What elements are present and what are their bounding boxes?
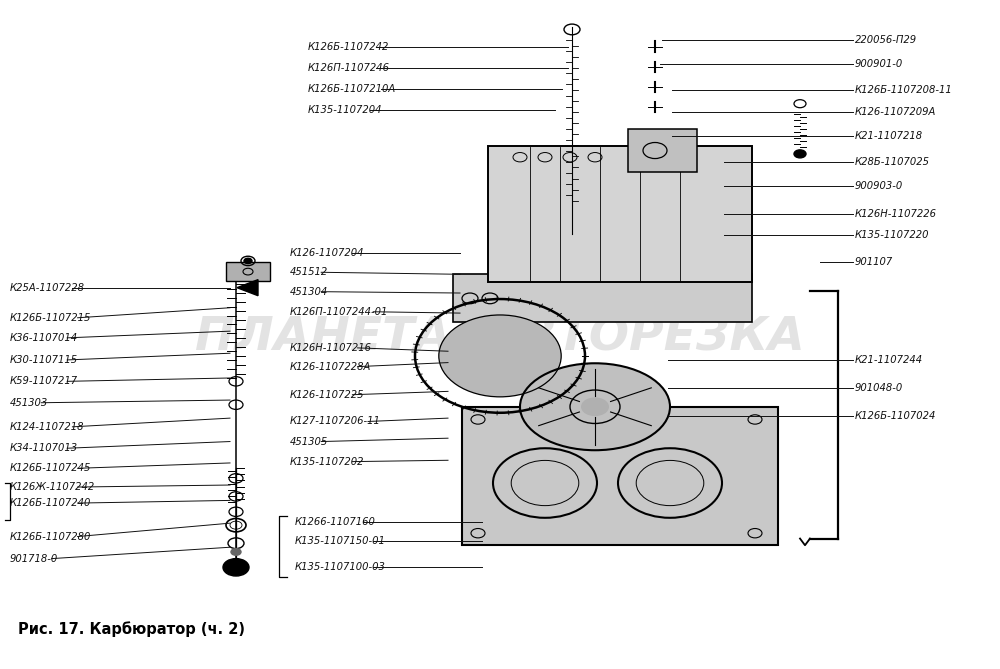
Text: К126Б-1107245: К126Б-1107245 — [10, 464, 91, 473]
Text: К126Б-1107280: К126Б-1107280 — [10, 532, 91, 541]
Text: К126Н-1107226: К126Н-1107226 — [855, 209, 937, 219]
Circle shape — [439, 315, 561, 397]
Text: К126П-1107246: К126П-1107246 — [308, 64, 390, 73]
Text: К135-1107220: К135-1107220 — [855, 231, 930, 240]
Text: 900901-0: 900901-0 — [855, 59, 903, 68]
Text: 451305: 451305 — [290, 437, 328, 446]
Text: К59-1107217: К59-1107217 — [10, 377, 78, 386]
FancyBboxPatch shape — [462, 407, 778, 545]
Text: К126Б-1107210А: К126Б-1107210А — [308, 84, 396, 94]
Text: К126-1107209А: К126-1107209А — [855, 108, 936, 117]
Text: К135-1107150-01: К135-1107150-01 — [295, 536, 386, 545]
Text: К1266-1107160: К1266-1107160 — [295, 517, 376, 527]
Text: К135-1107100-03: К135-1107100-03 — [295, 563, 386, 572]
Circle shape — [223, 559, 249, 576]
Text: К124-1107218: К124-1107218 — [10, 422, 84, 432]
Text: К126Б-1107208-11: К126Б-1107208-11 — [855, 86, 953, 95]
Circle shape — [581, 397, 609, 416]
FancyBboxPatch shape — [453, 274, 752, 322]
FancyBboxPatch shape — [226, 262, 270, 281]
Text: К126Б-1107215: К126Б-1107215 — [10, 313, 91, 322]
Text: Рис. 17. Карбюратор (ч. 2): Рис. 17. Карбюратор (ч. 2) — [18, 621, 245, 637]
Text: К135-1107202: К135-1107202 — [290, 457, 364, 466]
Text: К135-1107204: К135-1107204 — [308, 105, 382, 114]
Polygon shape — [237, 280, 258, 296]
Text: К28Б-1107025: К28Б-1107025 — [855, 157, 930, 167]
Circle shape — [794, 150, 806, 158]
Text: К126Н-1107216: К126Н-1107216 — [290, 343, 372, 353]
Text: 901107: 901107 — [855, 258, 893, 267]
Text: К126-1107225: К126-1107225 — [290, 390, 364, 399]
Text: 901048-0: 901048-0 — [855, 383, 903, 393]
Text: К126Б-1107242: К126Б-1107242 — [308, 42, 389, 52]
Text: К126Б-1107024: К126Б-1107024 — [855, 411, 936, 421]
Text: 451512: 451512 — [290, 268, 328, 277]
Text: К36-1107014: К36-1107014 — [10, 333, 78, 343]
Text: К126-1107228А: К126-1107228А — [290, 362, 371, 371]
Text: К126-1107204: К126-1107204 — [290, 248, 364, 258]
Text: К126Ж-1107242: К126Ж-1107242 — [10, 482, 95, 492]
Text: К21-1107218: К21-1107218 — [855, 132, 923, 141]
FancyBboxPatch shape — [628, 129, 697, 172]
Text: ПЛАНЕТА  АВТОРЕЗКА: ПЛАНЕТА АВТОРЕЗКА — [195, 315, 805, 361]
Circle shape — [231, 549, 241, 555]
Text: 451303: 451303 — [10, 398, 48, 407]
Text: К34-1107013: К34-1107013 — [10, 444, 78, 453]
Circle shape — [244, 258, 252, 264]
Text: 901718-0: 901718-0 — [10, 554, 58, 563]
Text: 451304: 451304 — [290, 287, 328, 296]
Text: 220056-П29: 220056-П29 — [855, 35, 917, 45]
Text: К126П-1107244-01: К126П-1107244-01 — [290, 307, 388, 316]
Text: К21-1107244: К21-1107244 — [855, 355, 923, 365]
Text: К30-1107115: К30-1107115 — [10, 355, 78, 365]
FancyBboxPatch shape — [488, 146, 752, 282]
Text: К126Б-1107240: К126Б-1107240 — [10, 498, 91, 508]
Ellipse shape — [520, 363, 670, 450]
Text: К25А-1107228: К25А-1107228 — [10, 283, 85, 292]
Text: К127-1107206-11: К127-1107206-11 — [290, 417, 381, 426]
Text: 900903-0: 900903-0 — [855, 181, 903, 191]
